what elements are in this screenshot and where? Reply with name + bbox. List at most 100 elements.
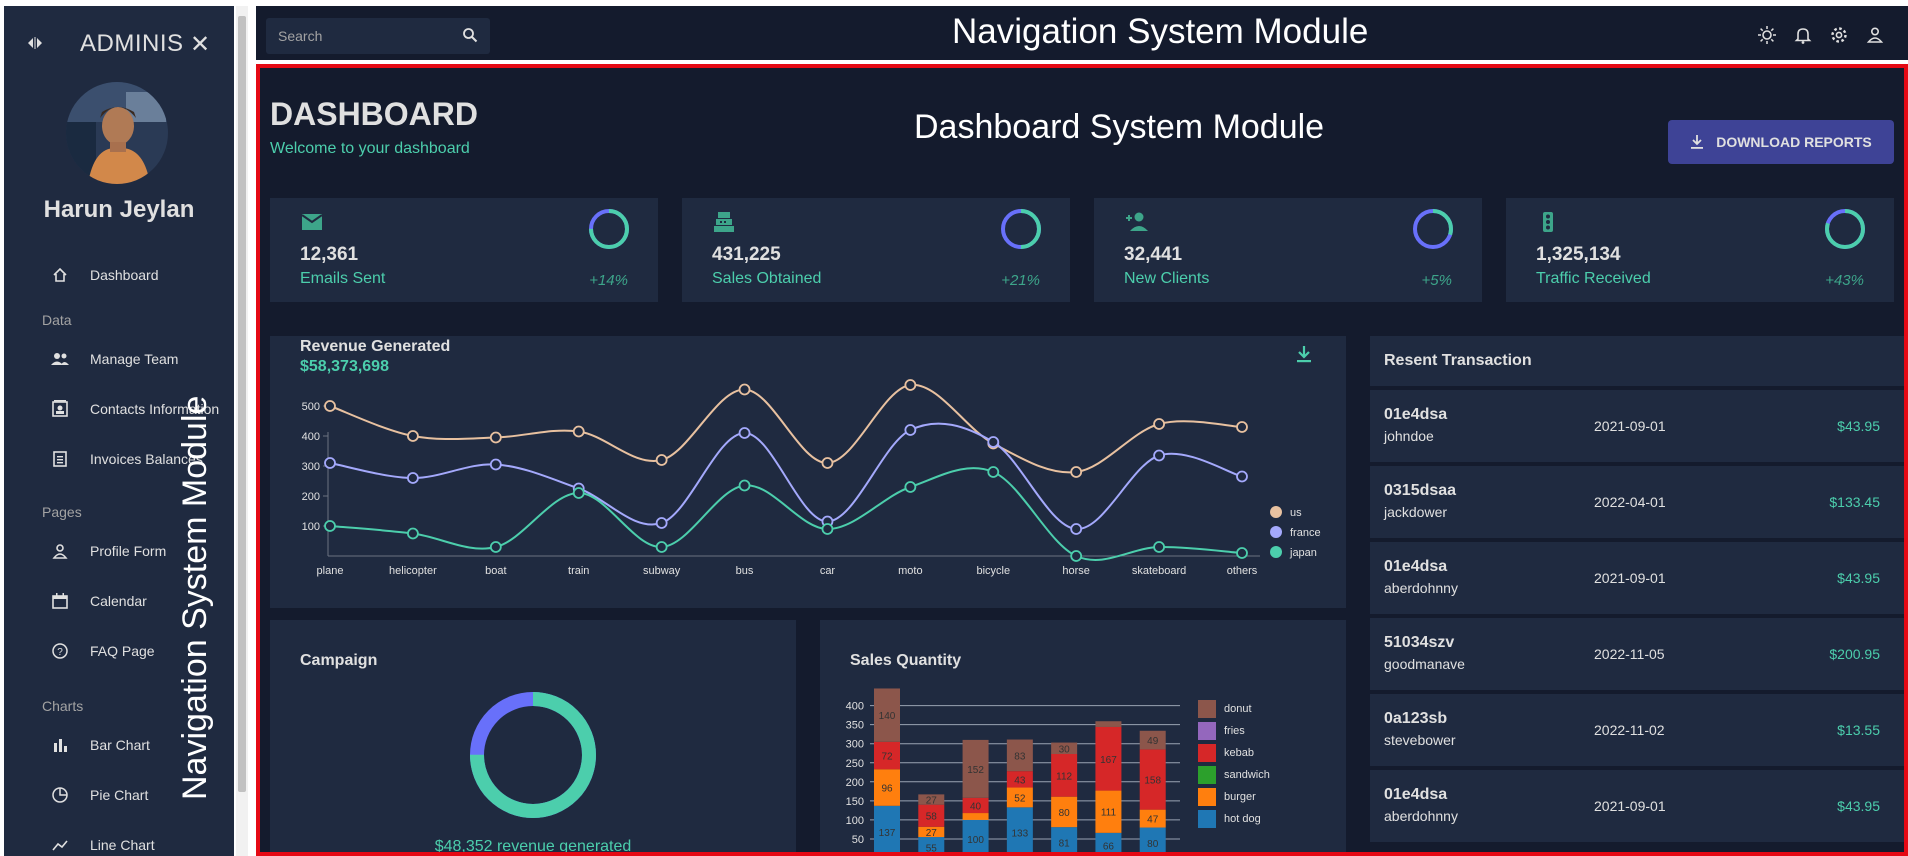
bar-segment-hot-dog[interactable] [1095,832,1122,856]
bar-segment-kebab[interactable] [962,797,989,814]
bar-segment-burger[interactable] [962,813,989,820]
data-point[interactable] [324,400,336,412]
download-icon[interactable] [1294,344,1316,366]
data-point[interactable] [987,466,1000,478]
stat-card-clients: 32,441 New Clients +5% [1094,198,1482,302]
bar-segment-kebab[interactable] [874,741,900,770]
bar-segment-hot-dog[interactable] [874,805,900,856]
data-point[interactable] [407,527,419,540]
bar-value-label: 80 [1059,808,1071,819]
bar-segment-kebab[interactable] [1095,726,1122,791]
data-point[interactable] [1153,418,1165,430]
bar-segment-kebab[interactable] [1006,771,1033,788]
data-point[interactable] [904,379,917,391]
bar-segment-hot-dog[interactable] [918,837,945,856]
search-icon[interactable] [462,27,480,45]
data-point[interactable] [738,383,751,396]
bar-segment-burger[interactable] [1095,790,1122,833]
bar-segment-donut[interactable] [918,794,945,805]
legend-swatch [1198,810,1216,828]
transaction-row[interactable]: 51034szv goodmanave 2022-11-05 $200.95 [1370,618,1904,690]
bar-segment-donut[interactable] [1006,739,1033,772]
data-point[interactable] [904,424,917,436]
sidebar-item-faq[interactable]: ? FAQ Page [4,634,234,668]
bar-segment-donut[interactable] [874,688,900,742]
data-point[interactable] [572,487,585,499]
bar-segment-donut[interactable] [962,739,989,798]
transaction-row[interactable]: 0a123sb stevebower 2022-11-02 $13.55 [1370,694,1904,766]
data-point[interactable] [1153,449,1165,462]
close-icon[interactable]: ✕ [190,31,211,58]
bar-segment-kebab[interactable] [1139,749,1166,810]
bar-segment-donut[interactable] [1139,730,1166,750]
bar-segment-kebab[interactable] [918,804,945,827]
data-point[interactable] [489,458,502,471]
bar-segment-hot-dog[interactable] [1139,827,1166,856]
transaction-row[interactable]: 01e4dsa aberdohnny 2021-09-01 $43.95 [1370,770,1904,842]
data-point[interactable] [324,520,336,532]
data-point[interactable] [821,457,834,469]
sidebar-item-bar-chart[interactable]: Bar Chart [4,728,234,762]
sidebar-item-line-chart[interactable]: Line Chart [4,828,234,856]
data-point[interactable] [489,541,502,553]
revenue-value: $58,373,698 [300,358,389,375]
sidebar-item-invoices[interactable]: Invoices Balances [4,442,234,476]
data-point[interactable] [1153,541,1165,553]
sidebar-item-calendar[interactable]: Calendar [4,584,234,618]
data-point[interactable] [1070,466,1083,478]
vertical-module-title: Navigation System Module [176,395,214,800]
bar-segment-kebab[interactable] [1051,754,1078,797]
bar-segment-donut[interactable] [1051,742,1078,754]
bar-segment-donut[interactable] [1095,721,1122,727]
sidebar-item-pie-chart[interactable]: Pie Chart [4,778,234,812]
data-point[interactable] [407,472,419,484]
sidebar-scrollbar[interactable] [236,6,248,856]
transaction-row[interactable]: 01e4dsa johndoe 2021-09-01 $43.95 [1370,390,1904,462]
data-point[interactable] [572,425,585,438]
y-tick-label: 150 [846,796,864,808]
bar-segment-burger[interactable] [874,769,900,806]
sidebar-item-team[interactable]: Manage Team [4,342,234,376]
x-tick-label: car [820,565,836,577]
data-point[interactable] [655,541,668,553]
data-point[interactable] [821,523,834,535]
download-reports-button[interactable]: DOWNLOAD REPORTS [1668,120,1894,164]
sidebar-item-contacts[interactable]: Contacts Information [4,392,234,426]
search-input[interactable] [266,18,456,54]
bar-segment-hot-dog[interactable] [1006,807,1033,856]
person-icon[interactable] [1866,26,1886,46]
bar-segment-hot-dog[interactable] [962,819,989,856]
data-point[interactable] [738,427,751,439]
x-tick-label: subway [643,565,681,577]
bar-segment-burger[interactable] [1006,787,1033,808]
bar-segment-burger[interactable] [1139,809,1166,828]
sidebar-scroll-thumb[interactable] [238,16,246,792]
settings-icon[interactable] [1830,26,1850,46]
data-point[interactable] [904,481,917,493]
transaction-id: 01e4dsa [1384,786,1448,803]
data-point[interactable] [655,454,668,466]
data-point[interactable] [324,457,336,469]
sidebar-item-dashboard[interactable]: Dashboard [4,258,234,292]
notifications-icon[interactable] [1794,26,1814,46]
data-point[interactable] [738,479,751,492]
data-point[interactable] [1070,550,1083,562]
transaction-id: 51034szv [1384,634,1455,651]
bar-segment-burger[interactable] [918,826,945,838]
data-point[interactable] [407,430,419,442]
sidebar-item-profile[interactable]: Profile Form [4,534,234,568]
data-point[interactable] [1070,523,1083,535]
transaction-row[interactable]: 0315dsaa jackdower 2022-04-01 $133.45 [1370,466,1904,538]
bar-segment-hot-dog[interactable] [1051,827,1078,856]
data-point[interactable] [1236,547,1248,559]
collapse-toggle-icon[interactable] [26,34,50,54]
data-point[interactable] [489,431,502,444]
data-point[interactable] [655,517,668,529]
sidebar-item-label: FAQ Page [90,643,155,659]
transaction-row[interactable]: 01e4dsa aberdohnny 2021-09-01 $43.95 [1370,542,1904,614]
bar-segment-burger[interactable] [1051,796,1078,828]
data-point[interactable] [987,436,1000,448]
data-point[interactable] [1236,421,1248,433]
data-point[interactable] [1236,470,1248,483]
light-mode-icon[interactable] [1758,26,1778,46]
